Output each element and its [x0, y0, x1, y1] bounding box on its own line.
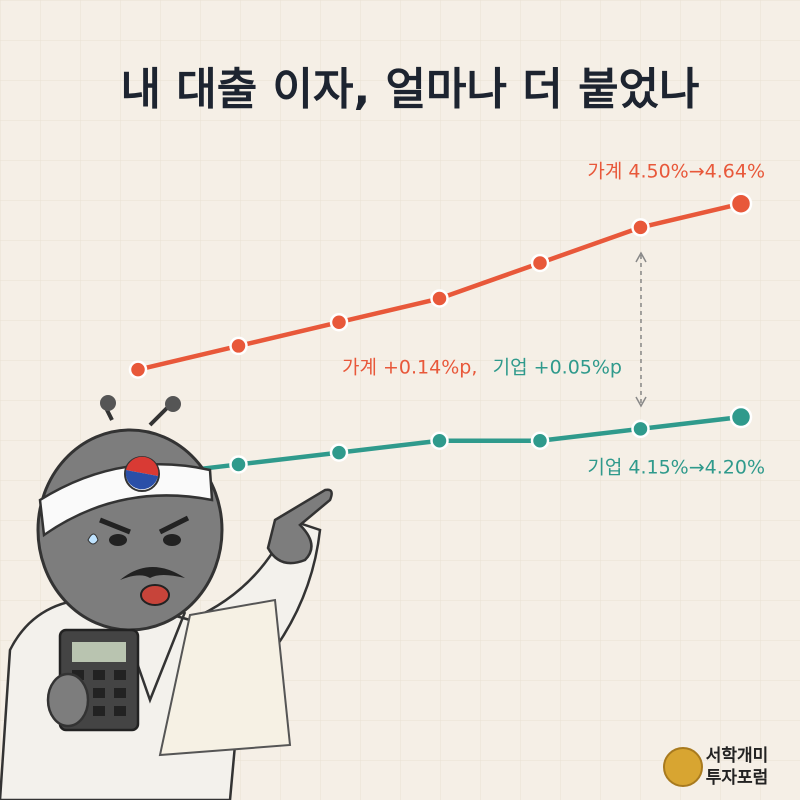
data-point	[430, 431, 449, 450]
series-label: 기업 4.15%→4.20%	[587, 457, 765, 479]
data-point	[530, 431, 550, 450]
character	[0, 395, 333, 800]
data-point	[128, 360, 148, 379]
data-point	[631, 218, 650, 237]
data-point	[729, 192, 753, 215]
series-label: 가계 4.50%→4.64%	[587, 161, 765, 183]
chart-title: 내 대출 이자, 얼마나 더 붙었나	[120, 64, 699, 115]
data-point	[530, 253, 550, 273]
data-point	[631, 419, 650, 439]
data-point	[729, 405, 753, 429]
data-point	[329, 312, 349, 332]
logo-line2: 투자포럼	[706, 768, 769, 788]
data-point	[430, 289, 449, 308]
annotation-household: 가계 +0.14%p,	[342, 357, 477, 379]
logo-line1: 서학개미	[706, 746, 769, 766]
annotation-business: 기업 +0.05%p	[493, 357, 622, 379]
plot: 가계 4.50%→4.64% 기업 4.15%→4.20%	[128, 161, 765, 486]
arrow-heads	[635, 251, 647, 408]
data-point	[329, 443, 349, 462]
logo: 서학개미 투자포럼	[663, 746, 769, 788]
data-point	[229, 336, 248, 356]
data-point	[229, 455, 248, 474]
